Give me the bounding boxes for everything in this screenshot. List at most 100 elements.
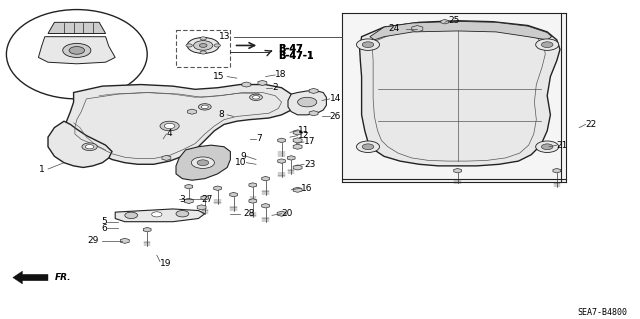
Polygon shape (162, 155, 171, 160)
Polygon shape (309, 111, 318, 116)
Polygon shape (188, 109, 196, 114)
Polygon shape (242, 82, 251, 87)
Circle shape (200, 44, 207, 47)
Text: 11: 11 (298, 126, 309, 135)
Polygon shape (277, 211, 286, 216)
Text: 21: 21 (557, 141, 568, 150)
Text: B-47: B-47 (278, 44, 303, 55)
Polygon shape (287, 156, 295, 160)
Text: 3: 3 (179, 195, 185, 204)
Polygon shape (293, 138, 302, 143)
Text: 14: 14 (330, 94, 341, 103)
Circle shape (197, 160, 209, 166)
Polygon shape (293, 144, 302, 149)
Circle shape (356, 39, 380, 50)
Polygon shape (454, 168, 461, 173)
Circle shape (298, 97, 317, 107)
Circle shape (85, 145, 94, 149)
Text: 12: 12 (298, 131, 309, 140)
Polygon shape (412, 26, 423, 32)
Polygon shape (48, 121, 112, 167)
Text: 5: 5 (101, 217, 107, 226)
Circle shape (200, 51, 206, 54)
Polygon shape (201, 196, 209, 200)
Text: 24: 24 (388, 24, 400, 33)
Circle shape (250, 94, 262, 100)
Text: 1: 1 (39, 165, 45, 174)
Polygon shape (278, 138, 285, 143)
Circle shape (176, 211, 189, 217)
Text: B-47-1: B-47-1 (278, 51, 314, 61)
Polygon shape (197, 205, 206, 210)
Polygon shape (258, 80, 267, 85)
Text: 29: 29 (88, 236, 99, 245)
Polygon shape (38, 37, 115, 64)
Text: 27: 27 (202, 195, 213, 204)
Circle shape (164, 123, 175, 129)
Circle shape (201, 105, 209, 108)
Polygon shape (249, 199, 257, 203)
Polygon shape (48, 22, 106, 33)
Polygon shape (176, 145, 230, 180)
Text: B-47-1: B-47-1 (278, 51, 314, 61)
Polygon shape (293, 130, 302, 135)
Circle shape (160, 121, 179, 131)
Text: 20: 20 (282, 209, 293, 218)
Text: 19: 19 (160, 259, 172, 268)
Polygon shape (360, 21, 560, 166)
Circle shape (69, 47, 84, 54)
Polygon shape (441, 19, 449, 24)
Text: 15: 15 (212, 72, 224, 81)
Text: 17: 17 (304, 137, 316, 146)
Polygon shape (309, 88, 318, 93)
Circle shape (541, 42, 553, 48)
Circle shape (152, 212, 162, 217)
Circle shape (187, 37, 219, 54)
Polygon shape (262, 204, 269, 208)
Polygon shape (262, 176, 269, 181)
Polygon shape (370, 21, 552, 40)
Polygon shape (115, 209, 205, 222)
Text: 2: 2 (272, 83, 278, 92)
Polygon shape (214, 186, 221, 190)
Circle shape (125, 212, 138, 219)
Text: FR.: FR. (54, 273, 71, 282)
Text: 4: 4 (166, 130, 172, 138)
Circle shape (362, 144, 374, 150)
Text: 8: 8 (218, 110, 224, 119)
Text: 28: 28 (243, 209, 255, 218)
Bar (342, 13, 566, 182)
Circle shape (193, 41, 212, 50)
Text: 23: 23 (304, 160, 316, 169)
Polygon shape (64, 85, 294, 164)
Polygon shape (288, 91, 326, 115)
Polygon shape (143, 227, 151, 232)
Polygon shape (553, 168, 561, 173)
Circle shape (252, 96, 260, 99)
Circle shape (541, 144, 553, 150)
Circle shape (536, 141, 559, 152)
Text: 6: 6 (101, 224, 107, 233)
Polygon shape (184, 198, 193, 204)
Text: 10: 10 (235, 158, 246, 167)
Circle shape (536, 39, 559, 50)
Text: 22: 22 (586, 120, 597, 129)
Polygon shape (13, 271, 48, 284)
Text: B-47: B-47 (278, 44, 303, 55)
Circle shape (63, 43, 91, 57)
Polygon shape (278, 159, 285, 163)
Polygon shape (293, 165, 302, 170)
Text: 7: 7 (256, 134, 262, 143)
Circle shape (82, 143, 97, 151)
Polygon shape (185, 184, 193, 189)
Text: 26: 26 (330, 112, 341, 121)
Text: 16: 16 (301, 184, 312, 193)
Polygon shape (120, 238, 129, 243)
Text: 18: 18 (275, 70, 287, 79)
Circle shape (214, 44, 220, 47)
Circle shape (356, 141, 380, 152)
Text: 25: 25 (448, 16, 460, 25)
Text: SEA7-B4800: SEA7-B4800 (577, 308, 627, 317)
Circle shape (362, 42, 374, 48)
Polygon shape (230, 192, 237, 197)
